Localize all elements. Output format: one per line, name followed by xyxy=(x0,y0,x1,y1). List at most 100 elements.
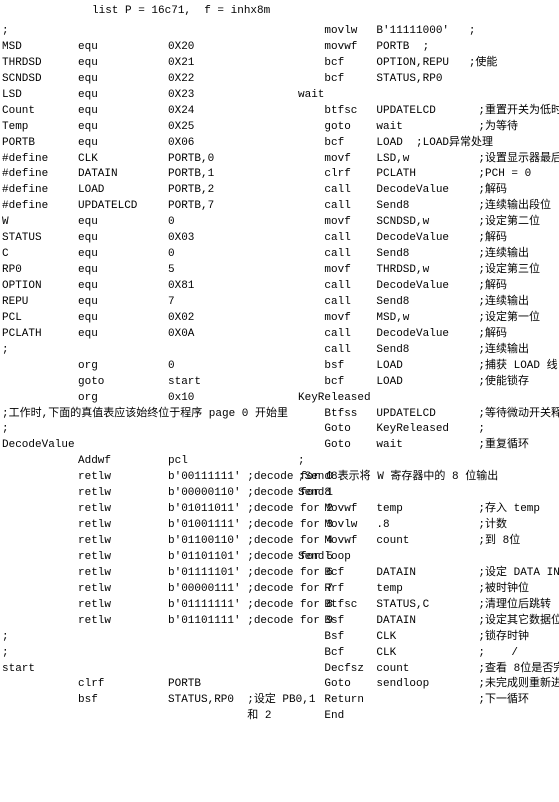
code-line: retlwb'00111111' ;decode for 0 xyxy=(2,470,292,486)
label: THRDSD xyxy=(2,56,78,72)
operand: B'11111000' ; xyxy=(376,24,478,40)
opcode: retlw xyxy=(78,582,168,598)
indent xyxy=(298,598,324,614)
page: list P = 16c71, f = inhx8m ;MSDequ0X20TH… xyxy=(0,0,559,802)
code-line: bsfSTATUS,RP0 ;设定 PB0,1 xyxy=(2,693,292,709)
code-line: #defineCLKPORTB,0 xyxy=(2,152,292,168)
operand: Send8 xyxy=(376,199,478,215)
code-line: retlwb'01111111' ;decode for 8 xyxy=(2,598,292,614)
indent xyxy=(298,407,324,423)
comment: ;设定第三位 xyxy=(478,263,540,279)
code-line: LSDequ0X23 xyxy=(2,88,292,104)
label xyxy=(2,502,78,518)
code-line: clrfPORTB xyxy=(2,677,292,693)
operand: STATUS,RP0 xyxy=(376,72,478,88)
code-line: callSend8;连续输出 xyxy=(298,343,556,359)
label: REPU xyxy=(2,295,78,311)
opcode: movf xyxy=(324,263,376,279)
code-line: clrfPCLATH;PCH = 0 xyxy=(298,167,556,183)
operand: 0X20 xyxy=(168,40,194,56)
operand: PORTB,2 xyxy=(168,183,214,199)
opcode: retlw xyxy=(78,614,168,630)
indent xyxy=(298,167,324,183)
opcode: equ xyxy=(78,295,168,311)
code-line: Cequ0 xyxy=(2,247,292,263)
indent xyxy=(298,677,324,693)
operand: 0X03 xyxy=(168,231,194,247)
code-line: movfMSD,w;设定第一位 xyxy=(298,311,556,327)
operand: sendloop xyxy=(376,677,478,693)
code-line: PCLATHequ0X0A xyxy=(2,327,292,343)
comment: ; xyxy=(478,422,485,438)
comment: ;重复循环 xyxy=(478,438,529,454)
code-full-line: Send8 xyxy=(298,486,331,502)
label: MSD xyxy=(2,40,78,56)
code-line: wait xyxy=(298,88,556,104)
code-line: gotowait;为等待 xyxy=(298,120,556,136)
opcode: Return xyxy=(324,693,376,709)
opcode: Bcf xyxy=(324,566,376,582)
indent xyxy=(298,359,324,375)
operand: DecodeValue xyxy=(376,279,478,295)
operand: OPTION,REPU ;使能 xyxy=(376,56,497,72)
indent xyxy=(298,279,324,295)
opcode: equ xyxy=(78,311,168,327)
opcode: DATAIN xyxy=(78,167,168,183)
comment: ;连续输出 xyxy=(478,343,529,359)
code-line: start xyxy=(2,662,292,678)
code-line: callSend8;连续输出 xyxy=(298,247,556,263)
opcode: bsf xyxy=(324,359,376,375)
comment: ;为等待 xyxy=(478,120,518,136)
code-line: BtfssUPDATELCD;等待微动开关释放 xyxy=(298,407,556,423)
comment: ;使能锁存 xyxy=(478,375,529,391)
code-full-line: ;Send8表示将 W 寄存器中的 8 位输出 xyxy=(298,470,498,486)
label: ; xyxy=(2,24,78,40)
code-line: Wequ0 xyxy=(2,215,292,231)
comment: ;连续输出 xyxy=(478,295,529,311)
label: ; xyxy=(2,422,78,438)
label xyxy=(2,677,78,693)
code-line: movfSCNDSD,w;设定第二位 xyxy=(298,215,556,231)
code-line: Movlw.8;计数 xyxy=(298,518,556,534)
opcode: movf xyxy=(324,311,376,327)
code-line: BcfCLK; / xyxy=(298,646,556,662)
left-column: ;MSDequ0X20THRDSDequ0X21SCNDSDequ0X22LSD… xyxy=(2,24,292,725)
comment: ;查看 8位是否完成 xyxy=(478,662,559,678)
label: #define xyxy=(2,152,78,168)
operand: wait xyxy=(376,120,478,136)
code-full-line: ;工作时,下面的真值表应该始终位于程序 page 0 开始里 xyxy=(2,407,288,423)
indent xyxy=(298,24,324,40)
code-line: Gotowait;重复循环 xyxy=(298,438,556,454)
comment: ;存入 temp xyxy=(478,502,540,518)
operand: count xyxy=(376,662,478,678)
code-line: callDecodeValue;解码 xyxy=(298,327,556,343)
comment: ;捕获 LOAD 线 xyxy=(478,359,557,375)
indent xyxy=(298,247,324,263)
opcode: Movwf xyxy=(324,534,376,550)
code-line: movlwB'11111000' ; xyxy=(298,24,556,40)
code-line: bcfLOAD;使能锁存 xyxy=(298,375,556,391)
opcode: call xyxy=(324,183,376,199)
label: #define xyxy=(2,199,78,215)
opcode: UPDATELCD xyxy=(78,199,168,215)
comment: ;下一循环 xyxy=(478,693,529,709)
opcode: call xyxy=(324,279,376,295)
operand: 0 xyxy=(168,247,175,263)
indent xyxy=(298,295,324,311)
comment: ;设定 DATA IN 为低 xyxy=(478,566,559,582)
operand: 0x10 xyxy=(168,391,194,407)
indent xyxy=(298,327,324,343)
label: ; xyxy=(2,343,78,359)
code-line: Movwftemp;存入 temp xyxy=(298,502,556,518)
operand: LOAD xyxy=(376,375,478,391)
opcode: Btfsc xyxy=(324,598,376,614)
label xyxy=(2,486,78,502)
code-line: GotoKeyReleased; xyxy=(298,422,556,438)
opcode: Btfss xyxy=(324,407,376,423)
opcode: equ xyxy=(78,88,168,104)
opcode: Goto xyxy=(324,677,376,693)
comment: ;解码 xyxy=(478,183,507,199)
operand: wait xyxy=(376,438,478,454)
code-line: #defineLOADPORTB,2 xyxy=(2,183,292,199)
code-line: 和 2 xyxy=(2,709,292,725)
